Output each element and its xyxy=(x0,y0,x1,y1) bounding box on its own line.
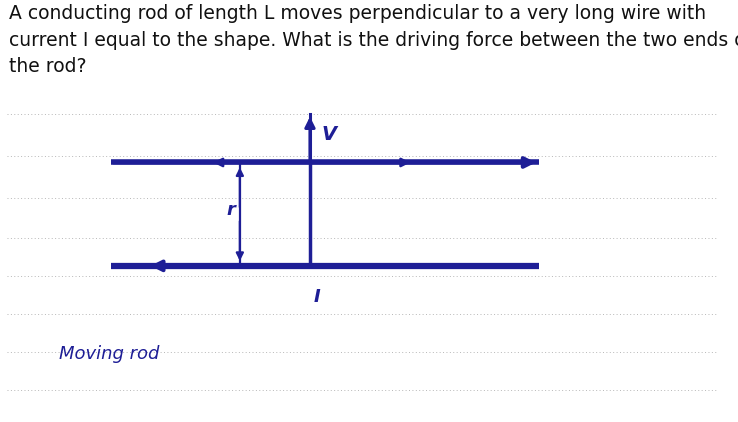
Text: Moving rod: Moving rod xyxy=(59,345,159,362)
Text: V: V xyxy=(321,125,336,144)
Text: I: I xyxy=(314,288,320,306)
Text: r: r xyxy=(227,201,235,219)
Text: A conducting rod of length L moves perpendicular to a very long wire with
curren: A conducting rod of length L moves perpe… xyxy=(9,4,738,76)
